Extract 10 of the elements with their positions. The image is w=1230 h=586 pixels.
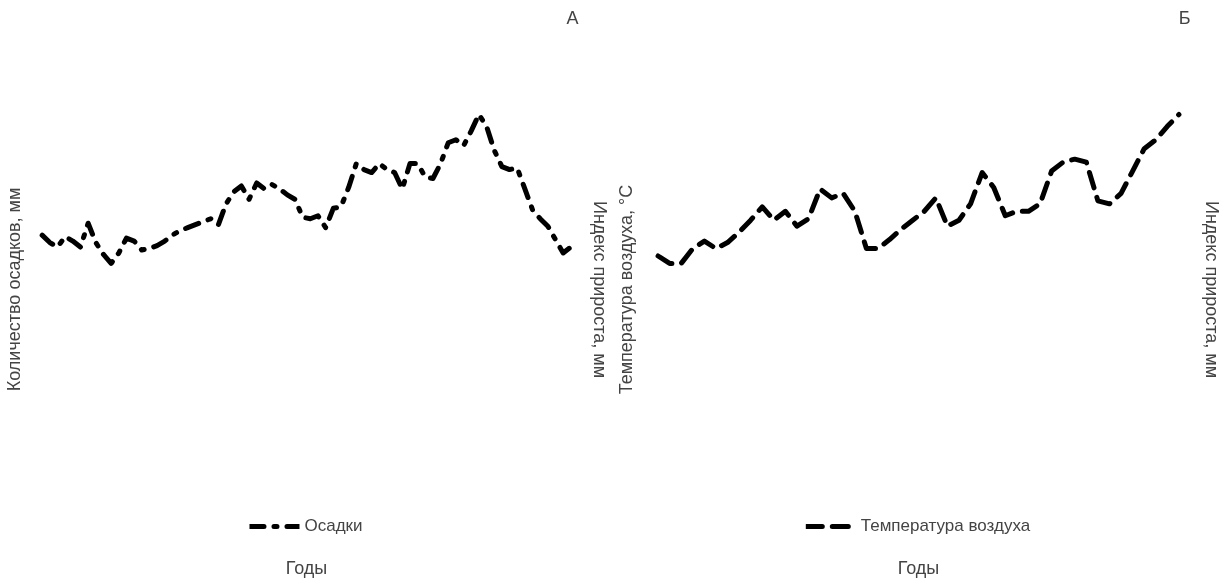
chart-title: Б <box>1178 7 1191 28</box>
chart-title: А <box>566 7 579 28</box>
y2-axis-title: Индекс прироста, мм <box>1201 200 1222 379</box>
y2-axis-title: Индекс прироста, мм <box>589 200 610 379</box>
y-axis-title: Температура воздуха, °С <box>615 184 636 395</box>
legend-label: Осадки <box>304 516 363 536</box>
x-axis-title: Годы <box>897 557 940 578</box>
legend-label: Температура воздуха <box>860 516 1031 536</box>
x-axis-title: Годы <box>285 557 328 578</box>
y-axis-title: Количество осадков, мм <box>3 187 24 392</box>
